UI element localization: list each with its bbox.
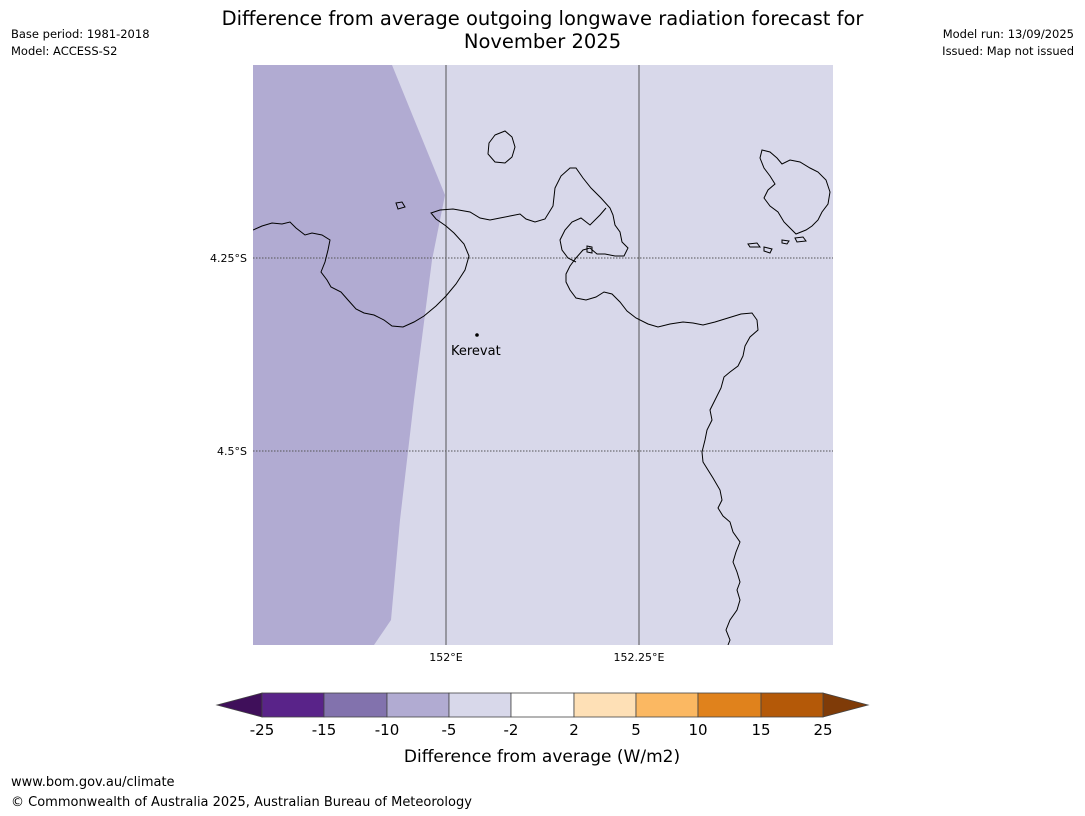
colorbar-segment-minus-5-to-minus-2 xyxy=(448,692,512,718)
colorbar-extend-high xyxy=(822,692,870,718)
colorbar-tick-label: 10 xyxy=(688,721,707,739)
map-area xyxy=(253,65,833,645)
kerevat-marker xyxy=(475,333,479,337)
colorbar-tick-label: 25 xyxy=(813,721,832,739)
anomaly-region-minus-10-to-minus-5 xyxy=(253,65,445,645)
coastline-islet-east-3 xyxy=(781,239,790,245)
title-line-2: November 2025 xyxy=(463,30,622,53)
lat-label-4-5s: 4.5°S xyxy=(217,445,247,458)
coastline-islet-small xyxy=(586,245,593,254)
colorbar-tick-label: 15 xyxy=(751,721,770,739)
colorbar-tick-label: -15 xyxy=(312,721,337,739)
coastline-duke-of-york-islands xyxy=(759,149,831,235)
footer-url: www.bom.gov.au/climate xyxy=(11,775,175,790)
map-title: Difference from average outgoing longwav… xyxy=(160,7,925,53)
colorbar-tick-label: -5 xyxy=(442,721,457,739)
model-run-text: Model run: 13/09/2025 xyxy=(942,27,1074,41)
colorbar-extend-low xyxy=(215,692,263,718)
issued-text: Issued: Map not issued xyxy=(942,44,1074,58)
colorbar-segment-minus-25-to-minus-15 xyxy=(261,692,325,718)
colorbar-segment-15-to-25 xyxy=(760,692,824,718)
colorbar-title: Difference from average (W/m2) xyxy=(404,747,680,767)
place-label-kerevat: Kerevat xyxy=(451,344,501,359)
coastline-main xyxy=(253,167,759,645)
lon-label-152e: 152°E xyxy=(429,651,462,664)
footer-copyright: © Commonwealth of Australia 2025, Austra… xyxy=(11,795,472,810)
colorbar xyxy=(215,692,870,718)
coastline-islet-east-2 xyxy=(763,246,773,254)
base-period-text: Base period: 1981-2018 xyxy=(11,27,150,41)
coastline-islet-west xyxy=(395,201,406,210)
header-left-info: Base period: 1981-2018 Model: ACCESS-S2 xyxy=(11,26,150,60)
colorbar-segment-2-to-5 xyxy=(573,692,637,718)
header-right-info: Model run: 13/09/2025 Issued: Map not is… xyxy=(942,26,1074,60)
lat-label-4-25s: 4.25°S xyxy=(210,252,247,265)
colorbar-segment-minus-2-to-2 xyxy=(510,692,575,718)
colorbar-segment-minus-15-to-minus-10 xyxy=(323,692,388,718)
colorbar-tick-label: 2 xyxy=(569,721,579,739)
colorbar-tick-label: 5 xyxy=(631,721,641,739)
colorbar-tick-label: -25 xyxy=(250,721,275,739)
colorbar-tick-label: -2 xyxy=(504,721,519,739)
coastline-islet-east-1 xyxy=(747,242,761,248)
lon-label-152-25e: 152.25°E xyxy=(614,651,665,664)
colorbar-segment-10-to-15 xyxy=(697,692,762,718)
colorbar-tick-label: -10 xyxy=(375,721,400,739)
coastline-islet-east-4 xyxy=(794,236,807,243)
coastline-inner-bay xyxy=(559,207,607,263)
colorbar-segment-5-to-10 xyxy=(635,692,699,718)
model-text: Model: ACCESS-S2 xyxy=(11,44,118,58)
coastline-island-north xyxy=(487,130,516,164)
title-line-1: Difference from average outgoing longwav… xyxy=(221,7,864,30)
colorbar-segment-minus-10-to-minus-5 xyxy=(386,692,450,718)
